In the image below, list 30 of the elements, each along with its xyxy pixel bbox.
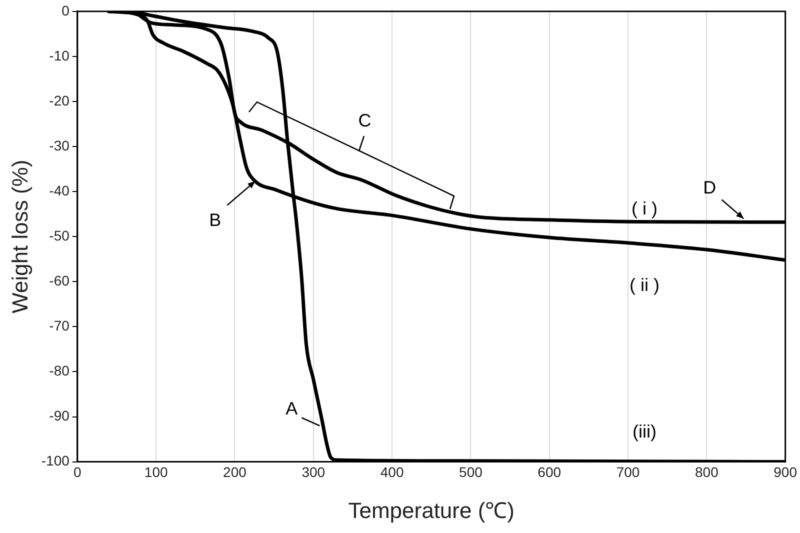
annotation: C xyxy=(358,110,372,131)
x-tick-label: 100 xyxy=(144,464,168,480)
annotation: ( i ) xyxy=(631,198,658,219)
y-tick-label: -70 xyxy=(49,318,70,334)
y-tick-label: -20 xyxy=(49,92,70,108)
y-tick-label: -40 xyxy=(49,182,70,198)
y-tick-label: -50 xyxy=(49,227,70,244)
y-tick-label: 0 xyxy=(62,2,70,18)
x-axis-title: Temperature (℃) xyxy=(348,498,515,523)
annotation: D xyxy=(703,178,716,198)
y-tick-label: -80 xyxy=(49,362,70,379)
x-tick-label: 800 xyxy=(694,464,719,480)
x-tick-label: 600 xyxy=(538,464,562,480)
x-tick-label: 700 xyxy=(616,464,640,480)
annotation: B xyxy=(209,210,222,230)
annotation: ( ii ) xyxy=(629,275,660,296)
x-tick-label: 400 xyxy=(380,464,404,480)
annotation: (iii) xyxy=(632,421,656,442)
y-tick-label: -60 xyxy=(49,272,70,288)
y-tick-label: -30 xyxy=(49,137,70,154)
y-tick-label: -100 xyxy=(41,452,70,469)
y-tick-label: -10 xyxy=(49,47,70,64)
annotation: A xyxy=(286,398,298,419)
x-tick-label: 900 xyxy=(774,464,798,480)
x-tick-label: 0 xyxy=(74,464,82,480)
x-tick-label: 200 xyxy=(223,464,247,480)
x-tick-label: 500 xyxy=(459,464,483,480)
y-axis-title: Weight loss (%) xyxy=(7,160,32,314)
x-tick-label: 300 xyxy=(302,464,326,480)
y-tick-label: -90 xyxy=(49,408,70,424)
